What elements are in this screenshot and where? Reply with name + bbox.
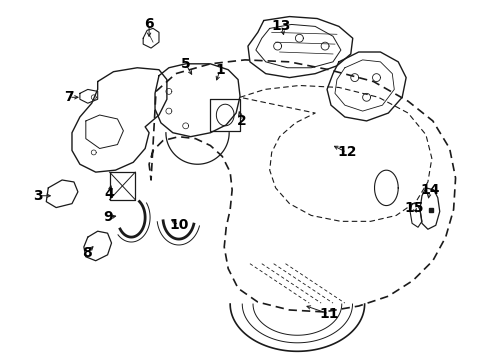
Text: 9: 9 <box>103 210 113 224</box>
Text: 10: 10 <box>169 218 188 232</box>
Text: 4: 4 <box>104 187 114 201</box>
Text: 15: 15 <box>404 201 423 215</box>
Text: 7: 7 <box>64 90 74 104</box>
Text: 6: 6 <box>144 17 154 31</box>
Text: 14: 14 <box>419 183 439 197</box>
Text: 12: 12 <box>336 145 356 159</box>
Text: 1: 1 <box>215 63 224 77</box>
Text: 8: 8 <box>82 246 91 260</box>
Text: 3: 3 <box>34 189 43 203</box>
Text: 11: 11 <box>319 307 338 321</box>
Text: 13: 13 <box>271 19 291 33</box>
Text: 2: 2 <box>237 114 246 128</box>
Text: 5: 5 <box>181 57 190 71</box>
